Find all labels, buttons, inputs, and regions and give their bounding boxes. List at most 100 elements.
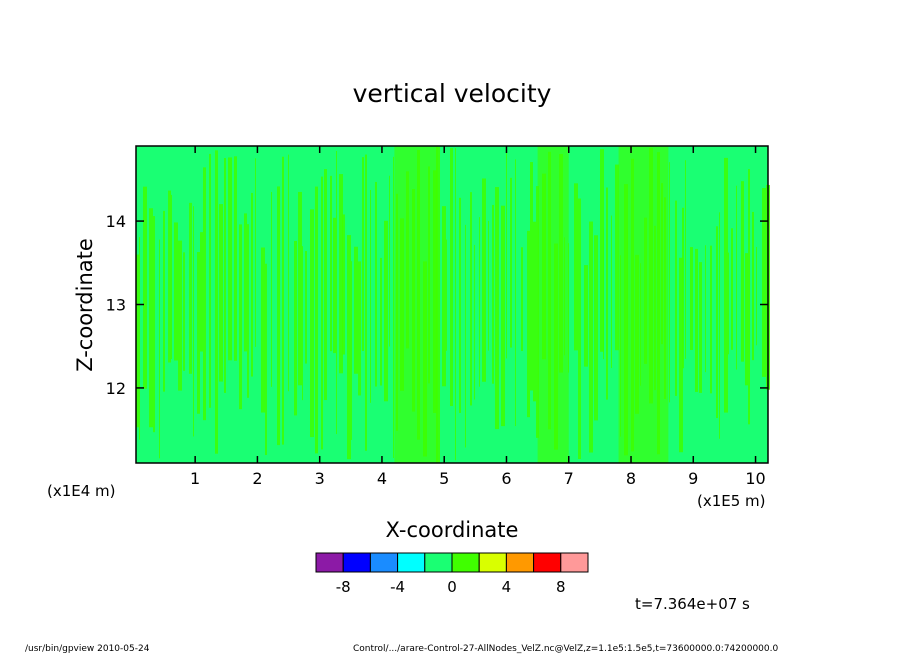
colorbar-tick-label: -8 — [336, 578, 351, 596]
field-streak — [183, 252, 185, 371]
field-streak — [244, 213, 247, 352]
colorbar-swatch — [315, 552, 344, 573]
field-streak — [669, 162, 670, 403]
field-streak — [247, 224, 249, 398]
field-streak — [745, 253, 748, 386]
field-streak — [197, 252, 200, 414]
field-streak — [375, 181, 377, 387]
field-streak — [321, 176, 323, 450]
field-streak — [752, 211, 754, 361]
field-streak — [342, 214, 345, 355]
field-streak — [675, 200, 677, 396]
field-streak — [282, 156, 284, 445]
field-band — [537, 146, 569, 463]
field-streak — [298, 191, 302, 386]
footer-right: Control/.../arare-Control-27-AllNodes_Ve… — [353, 644, 778, 654]
colorbar-tick-label: 0 — [447, 578, 457, 596]
field-streak — [380, 257, 382, 386]
field-streak — [479, 217, 480, 387]
field-streak — [578, 198, 581, 459]
field-streak — [492, 204, 494, 384]
field-streak — [682, 207, 684, 369]
colorbar-swatch — [369, 552, 399, 573]
colorbar-tick-label: -4 — [390, 578, 405, 596]
field-streak — [163, 210, 165, 392]
colorbar-swatch — [533, 552, 562, 573]
field-streak — [384, 220, 388, 402]
x-tick-label: 8 — [626, 469, 636, 488]
field-streak — [251, 192, 253, 377]
field-streak — [255, 158, 256, 347]
field-streak — [288, 154, 289, 392]
field-streak — [716, 226, 718, 419]
x-tick-label: 1 — [190, 469, 200, 488]
field-streak — [168, 190, 171, 363]
field-streak — [234, 156, 237, 361]
colorbar-swatch — [342, 552, 371, 573]
field-streak — [347, 235, 351, 460]
field-streak — [530, 162, 533, 391]
field-streak — [736, 185, 737, 370]
field-streak — [705, 245, 706, 373]
field-streak — [362, 157, 364, 351]
x-tick-label: 7 — [564, 469, 574, 488]
field-streak — [615, 164, 619, 351]
field-streak — [354, 246, 358, 374]
x-tick-label: 4 — [377, 469, 387, 488]
field-streak — [446, 239, 447, 351]
colorbar-swatch — [478, 552, 507, 573]
field-streak — [149, 208, 153, 428]
field-streak — [506, 148, 507, 359]
y-axis-ticks: 12 13 14 — [106, 212, 768, 398]
field-streak — [370, 189, 371, 403]
field-streak — [203, 167, 206, 421]
y-tick-label: 13 — [106, 296, 126, 315]
field-streak — [143, 186, 147, 389]
field-streak — [731, 228, 733, 350]
field-streak — [474, 244, 475, 400]
field-streak — [305, 250, 307, 364]
field-streak — [728, 252, 729, 355]
field-streak — [521, 247, 523, 352]
field-streak — [389, 175, 390, 347]
x-tick-label: 10 — [745, 469, 765, 488]
field-streak — [351, 261, 352, 440]
field-band — [618, 146, 669, 463]
field-streak — [159, 239, 160, 459]
x-tick-label: 3 — [315, 469, 325, 488]
field-streak — [442, 206, 446, 387]
field-streak — [200, 232, 203, 352]
field-streak — [527, 230, 530, 418]
field-streak — [724, 157, 728, 413]
field-streak — [358, 261, 361, 396]
field-streak — [339, 174, 343, 374]
field-streak — [589, 221, 593, 453]
field-streak — [178, 240, 182, 391]
x-tick-label: 2 — [252, 469, 262, 488]
field-streak — [239, 224, 242, 410]
field-streak — [515, 159, 516, 427]
field-streak — [189, 202, 192, 374]
field-streak — [310, 209, 314, 438]
field-streak — [324, 169, 327, 401]
field-streak — [436, 146, 440, 463]
field-streak — [488, 220, 489, 351]
field-streak — [679, 257, 683, 453]
field-streak — [224, 158, 226, 393]
time-label: t=7.364e+07 s — [635, 595, 750, 613]
x-axis-label: X-coordinate — [386, 518, 519, 542]
field-streak — [741, 181, 744, 362]
field-streak — [153, 216, 155, 433]
colorbar-swatch — [397, 552, 426, 573]
field-streak — [594, 235, 598, 421]
field-streak — [603, 228, 604, 360]
field-streak — [450, 148, 453, 407]
field-streak — [228, 157, 232, 361]
field-streak — [470, 192, 472, 406]
field-streak — [333, 217, 336, 354]
field-streak — [365, 154, 367, 451]
colorbar-swatch — [560, 552, 589, 573]
chart-title: vertical velocity — [353, 79, 552, 108]
field-band — [394, 146, 438, 463]
